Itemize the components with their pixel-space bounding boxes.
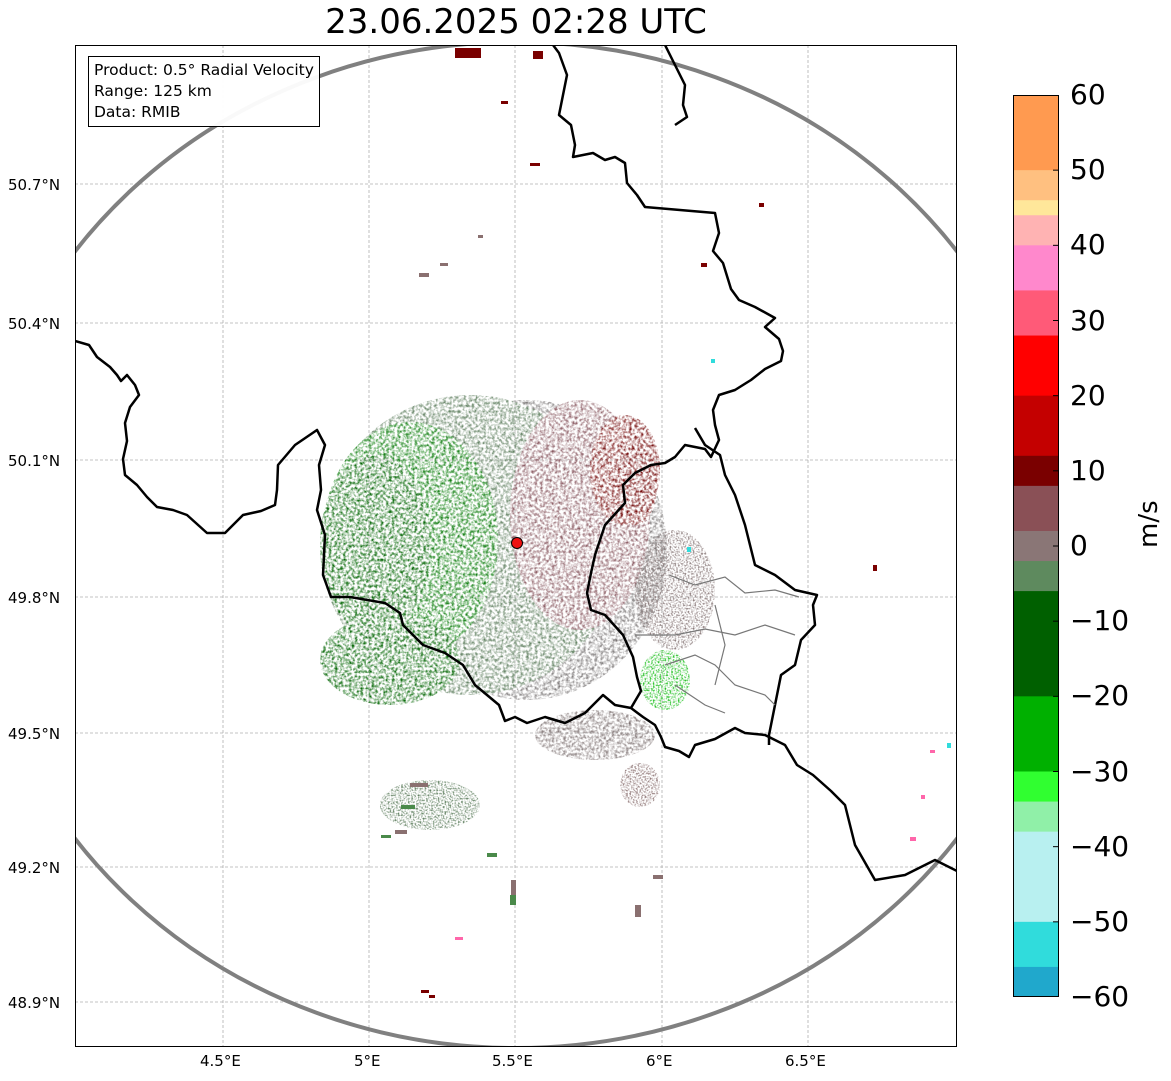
lat-tick-label: 49.8°N: [8, 589, 61, 607]
colorbar-band: [1013, 395, 1059, 457]
colorbar-band: [1013, 245, 1059, 291]
lon-tick-label: 6°E: [646, 1052, 673, 1070]
colorbar-band: [1013, 771, 1059, 803]
colorbar-band: [1013, 200, 1059, 216]
colorbar-band: [1013, 966, 1059, 997]
lat-tick-label: 49.5°N: [8, 725, 61, 743]
colorbar-unit-label: m/s: [1134, 500, 1164, 548]
colorbar-band: [1013, 801, 1059, 833]
colorbar-tick-label: 20: [1070, 378, 1106, 412]
colorbar-band: [1013, 485, 1059, 532]
colorbar-band: [1013, 530, 1059, 562]
district-boundaries: [635, 574, 800, 714]
colorbar-tick-label: 40: [1070, 228, 1106, 262]
product-label: Product: 0.5° Radial Velocity: [94, 61, 314, 79]
colorbar-band: [1013, 335, 1059, 397]
colorbar-tick-label: 10: [1070, 453, 1106, 487]
velocity-echoes: [320, 48, 951, 998]
lat-tick-label: 50.7°N: [8, 176, 61, 194]
lat-tick-label: 49.2°N: [8, 859, 61, 877]
colorbar-tick-label: −20: [1070, 679, 1130, 713]
lon-tick-label: 5°E: [354, 1052, 381, 1070]
colorbar-band: [1013, 591, 1059, 697]
colorbar-tick-label: −10: [1070, 604, 1130, 638]
colorbar-band: [1013, 95, 1059, 171]
radar-map[interactable]: [75, 45, 957, 1047]
colorbar-tick-label: 50: [1070, 153, 1106, 187]
colorbar-band: [1013, 561, 1059, 592]
colorbar-band: [1013, 696, 1059, 772]
colorbar-band: [1013, 215, 1059, 246]
lat-tick-label: 48.9°N: [8, 994, 61, 1012]
colorbar-tick-label: 60: [1070, 78, 1106, 111]
range-label: Range: 125 km: [94, 82, 212, 100]
colorbar-tick-label: −50: [1070, 904, 1130, 938]
lon-tick-label: 5.5°E: [492, 1052, 533, 1070]
colorbar-tick-label: −30: [1070, 754, 1130, 788]
velocity-colorbar: [1013, 95, 1059, 997]
colorbar-band: [1013, 170, 1059, 201]
radar-site-marker[interactable]: [511, 537, 523, 549]
data-source-label: Data: RMIB: [94, 103, 181, 121]
colorbar-band: [1013, 455, 1059, 487]
colorbar-tick-label: −60: [1070, 980, 1130, 1013]
map-title: 23.06.2025 02:28 UTC: [325, 2, 707, 42]
colorbar-tick-label: −40: [1070, 829, 1130, 863]
lon-tick-label: 4.5°E: [200, 1052, 241, 1070]
lat-tick-label: 50.1°N: [8, 452, 61, 470]
product-info-box: Product: 0.5° Radial Velocity Range: 125…: [88, 56, 320, 127]
colorbar-band: [1013, 921, 1059, 968]
country-borders: [75, 45, 957, 882]
colorbar-tick-label: 0: [1070, 529, 1088, 562]
lat-tick-label: 50.4°N: [8, 315, 61, 333]
colorbar-tick-label: 30: [1070, 303, 1106, 337]
colorbar-band: [1013, 290, 1059, 337]
map-frame-border: [75, 45, 957, 1047]
colorbar-band: [1013, 831, 1059, 923]
lon-tick-label: 6.5°E: [785, 1052, 826, 1070]
